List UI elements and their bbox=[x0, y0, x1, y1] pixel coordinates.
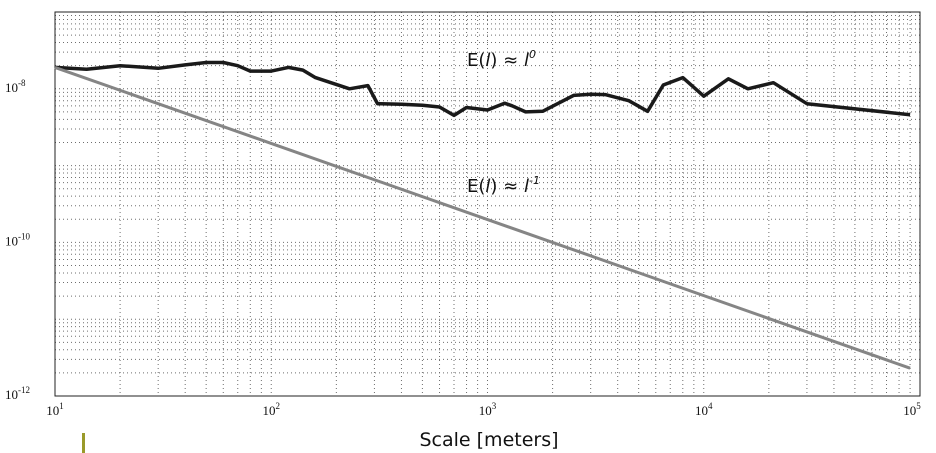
tick-labels: 101 102 103 104 105 10-8 10-10 10-12 bbox=[5, 78, 921, 418]
annotation-e-l-minus-one: E(l) ≈ l-1 bbox=[467, 174, 540, 197]
annotation-e-l-zero: E(l) ≈ l0 bbox=[467, 48, 536, 71]
plot-frame bbox=[54, 11, 921, 397]
series-line-reference bbox=[54, 65, 911, 370]
series-layer bbox=[54, 60, 911, 370]
x-tick-label: 104 bbox=[695, 401, 713, 418]
y-tick-label: 10-12 bbox=[5, 385, 30, 402]
grid bbox=[55, 12, 920, 396]
x-tick-label: 102 bbox=[263, 401, 281, 418]
x-tick-label: 105 bbox=[903, 401, 921, 418]
y-tick-label: 10-8 bbox=[5, 78, 26, 95]
y-tick-label: 10-10 bbox=[5, 231, 30, 248]
x-axis-label: Scale [meters] bbox=[419, 429, 558, 451]
series-line-measured bbox=[54, 60, 911, 118]
x-tick-label: 103 bbox=[479, 401, 497, 418]
x-tick-label: 101 bbox=[46, 401, 64, 418]
text-cursor-marker bbox=[82, 433, 85, 453]
